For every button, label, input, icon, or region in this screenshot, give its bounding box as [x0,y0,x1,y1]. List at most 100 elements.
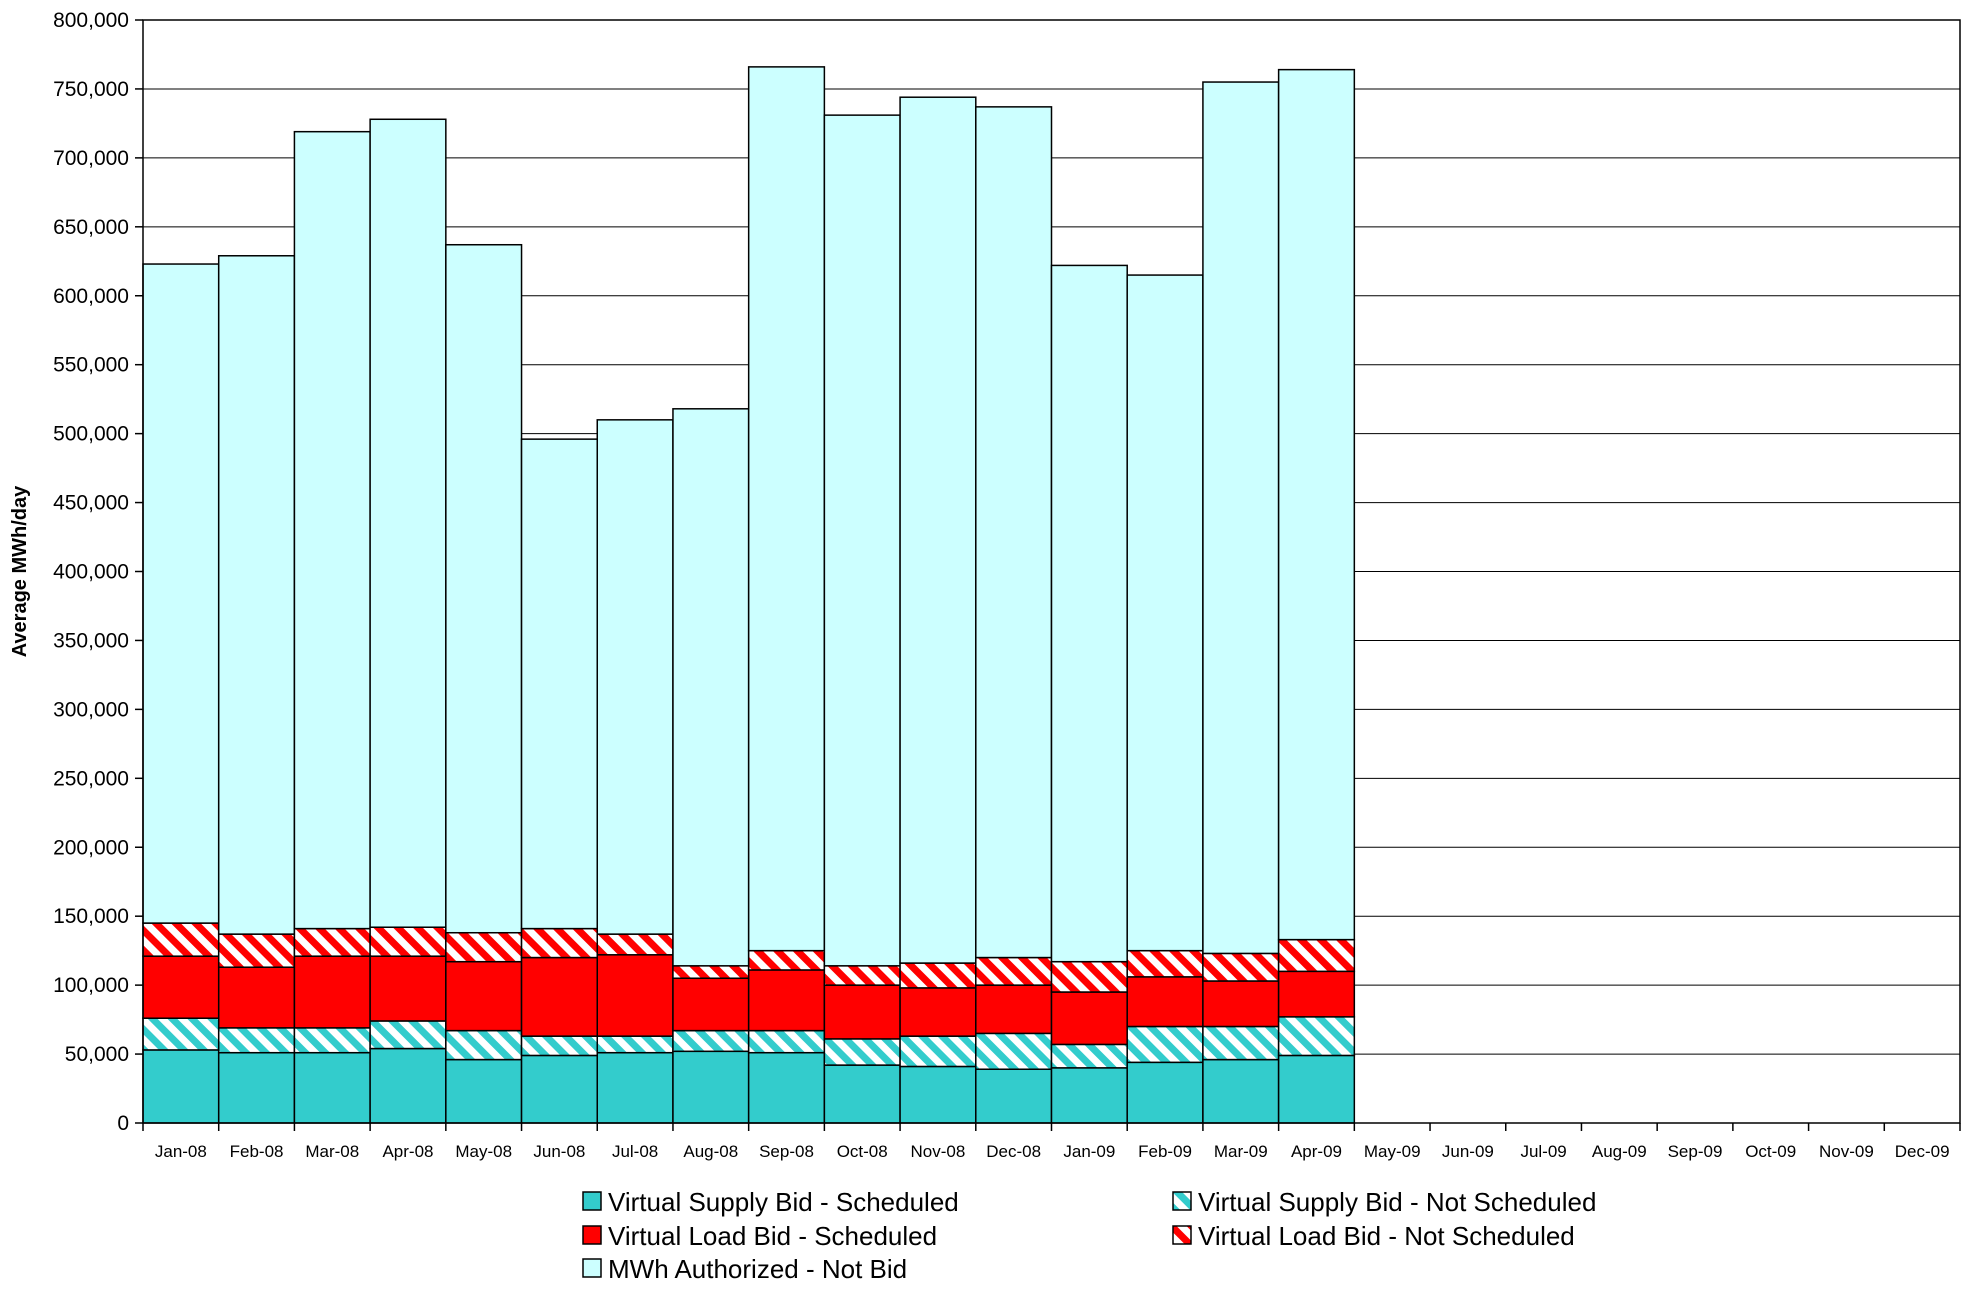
x-tick-label: Apr-08 [382,1142,433,1161]
bar-segment-4 [672,965,750,979]
bar-segment-2 [1277,1016,1356,1057]
bar-segment-2 [369,1020,447,1050]
bar-segment-5 [293,130,371,930]
bar-segment-5 [1202,81,1280,955]
x-tick-label: May-09 [1364,1142,1421,1161]
y-tick-label: 250,000 [53,767,129,790]
y-tick-label: 750,000 [53,78,129,101]
x-tick-label: Jan-09 [1063,1142,1115,1161]
bar-segment-5 [142,263,220,924]
bar-segment-4 [1050,960,1128,993]
x-tick-label: Oct-08 [837,1142,888,1161]
bar-segment-2 [445,1029,523,1061]
bar-segment-2 [1050,1043,1128,1069]
x-tick-label: Nov-08 [911,1142,966,1161]
bar-segment-2 [1126,1025,1204,1064]
x-tick-label: Feb-09 [1138,1142,1192,1161]
bar-segment-3 [1277,970,1356,1018]
legend-swatch [1172,1225,1192,1245]
x-tick-label: Jul-08 [612,1142,658,1161]
bar-segment-1 [1202,1058,1280,1124]
bar-segment-5 [747,66,826,952]
bar-segment-5 [369,118,447,928]
x-tick-label: Apr-09 [1291,1142,1342,1161]
x-tick-label: Aug-09 [1592,1142,1647,1161]
x-tick-label: Nov-09 [1819,1142,1874,1161]
bar-segment-4 [823,965,901,986]
bar-segment-4 [1202,952,1280,982]
bar-segment-2 [217,1027,296,1054]
bar-segment-4 [369,926,447,957]
bars [142,66,1356,1124]
bar-segment-2 [1202,1025,1280,1061]
bar-segment-3 [1126,976,1204,1028]
bar-segment-2 [520,1035,599,1057]
y-tick-label: 450,000 [53,492,129,515]
y-tick-label: 500,000 [53,423,129,446]
bar-segment-4 [142,922,220,957]
y-axis-label: Average MWh/day [9,485,31,657]
x-tick-label: Mar-08 [305,1142,359,1161]
bar-segment-1 [596,1051,674,1124]
y-tick-label: 50,000 [65,1043,129,1066]
bar-segment-2 [142,1017,220,1051]
bar-segment-5 [1126,274,1204,952]
bar-segment-3 [217,966,296,1029]
bar-segment-5 [1050,264,1128,963]
bar-segment-3 [142,955,220,1019]
x-tick-label: Jun-09 [1442,1142,1494,1161]
y-tick-label: 300,000 [53,698,129,721]
bar-segment-5 [217,255,296,935]
y-tick-label: 800,000 [53,9,129,32]
bar-segment-5 [975,106,1053,959]
y-tick-label: 550,000 [53,354,129,377]
bar-segment-3 [369,955,447,1022]
bar-segment-4 [1277,938,1356,973]
x-tick-label: Jun-08 [533,1142,585,1161]
bar-segment-5 [823,114,901,967]
legend-label: MWh Authorized - Not Bid [608,1254,907,1284]
legend-swatch [582,1225,602,1245]
y-tick-label: 100,000 [53,974,129,997]
bar-segment-4 [747,949,826,971]
bar-segment-4 [217,933,296,968]
bar-segment-4 [899,962,977,989]
legend-swatch [582,1258,602,1278]
x-tick-label: Jul-09 [1520,1142,1566,1161]
legend-label: Virtual Load Bid - Scheduled [608,1221,937,1251]
bar-segment-3 [520,956,599,1037]
bar-segment-1 [747,1051,826,1124]
bar-segment-2 [596,1035,674,1054]
y-tick-label: 350,000 [53,629,129,652]
bar-segment-1 [823,1064,901,1124]
bar-segment-1 [520,1054,599,1124]
x-tick-label: Oct-09 [1745,1142,1796,1161]
bar-segment-1 [1277,1054,1356,1124]
bar-segment-2 [293,1027,371,1054]
bar-segment-3 [1050,991,1128,1046]
bar-segment-5 [899,96,977,964]
bar-segment-5 [672,408,750,967]
bar-segment-4 [1126,949,1204,978]
bar-segment-4 [293,927,371,957]
x-tick-label: Jan-08 [155,1142,207,1161]
legend-swatch [582,1191,602,1211]
x-tick-label: Sep-09 [1668,1142,1723,1161]
bar-segment-4 [445,931,523,963]
bar-segment-3 [747,969,826,1032]
bar-segment-3 [823,984,901,1040]
x-tick-label: Feb-08 [230,1142,284,1161]
bar-segment-5 [1277,68,1356,941]
y-tick-label: 600,000 [53,285,129,308]
bar-segment-2 [747,1029,826,1054]
y-tick-label: 200,000 [53,836,129,859]
bar-segment-3 [596,954,674,1037]
axes: 0 50,000 100,000 150,000 200,000 250,000 300,0… [9,9,1961,1161]
bar-segment-2 [899,1035,977,1068]
x-tick-label: Sep-08 [759,1142,814,1161]
legend-swatch [1172,1191,1192,1211]
x-tick-label: May-08 [455,1142,512,1161]
bar-segment-1 [672,1050,750,1124]
